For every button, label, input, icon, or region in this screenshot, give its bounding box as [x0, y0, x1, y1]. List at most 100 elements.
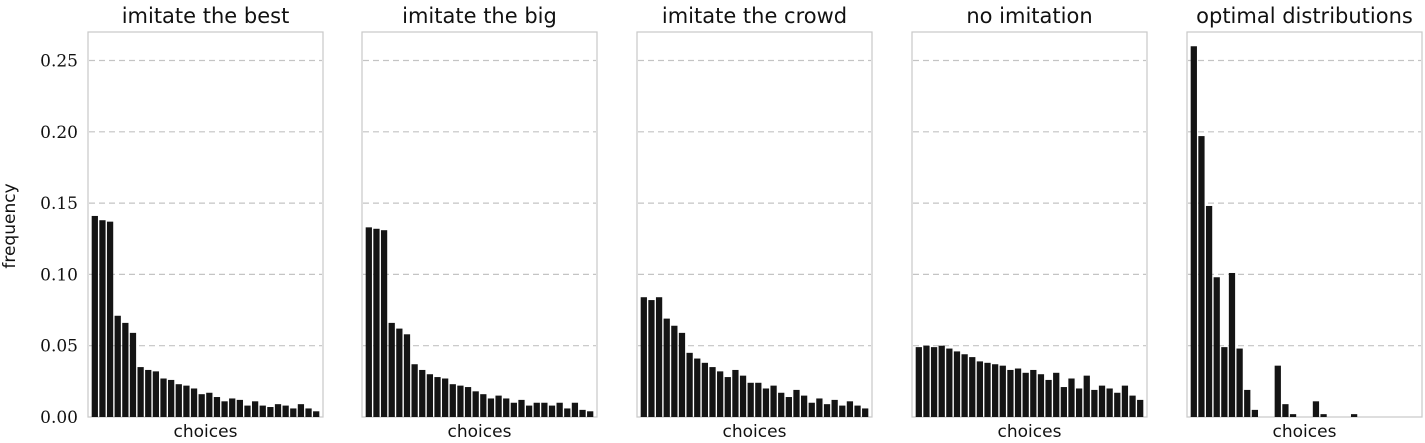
bar [1274, 365, 1281, 417]
bar [380, 230, 388, 417]
chart-panel-5: optimal distributions choices [1186, 4, 1423, 442]
bar [533, 402, 540, 417]
bar [694, 358, 701, 417]
bar [1251, 409, 1259, 417]
y-tick-label: 0.10 [40, 265, 78, 285]
bar [854, 405, 861, 417]
panels: 0.00 0.05 0.10 0.15 0.20 0.25 imitate the best… [40, 4, 1423, 442]
bar [915, 347, 922, 417]
bar [701, 362, 709, 417]
bar [800, 395, 808, 417]
bar [678, 332, 686, 417]
bar [846, 401, 854, 417]
bar [663, 318, 670, 417]
bar [160, 378, 167, 417]
bar [1228, 272, 1236, 417]
bar [793, 389, 800, 417]
chart-panel-2: imitate the big choices [361, 4, 598, 442]
bar [587, 411, 594, 417]
bar [1068, 378, 1075, 417]
bar [1236, 348, 1243, 417]
bar [313, 411, 320, 417]
bar [732, 369, 739, 417]
bar [709, 367, 716, 417]
bar [373, 228, 380, 417]
bar [221, 401, 228, 417]
bar [198, 394, 205, 417]
bar [190, 388, 198, 417]
bar [168, 379, 175, 417]
bar [862, 408, 869, 417]
bar [1244, 389, 1251, 417]
bar [1091, 389, 1098, 417]
bar [365, 227, 372, 417]
bar [747, 382, 754, 417]
bar [785, 397, 792, 417]
bar [938, 345, 945, 417]
bar [961, 354, 968, 417]
bar [1282, 404, 1289, 417]
x-axis-label: choices [723, 422, 787, 442]
bar [1198, 136, 1205, 417]
bar [259, 405, 266, 417]
bar [655, 297, 663, 417]
bar [1037, 374, 1045, 417]
bar [411, 364, 418, 417]
bar [1190, 46, 1197, 418]
bar [419, 369, 426, 417]
bar [579, 409, 586, 417]
bar [1014, 368, 1022, 417]
panel-title: imitate the big [402, 4, 557, 28]
y-axis-label: frequency [0, 183, 20, 268]
bar [839, 405, 846, 417]
bar [1350, 414, 1358, 417]
bar [99, 220, 106, 417]
bar [686, 352, 693, 417]
y-tick-label: 0.00 [40, 408, 78, 428]
bar [183, 385, 190, 417]
bar [1045, 379, 1052, 417]
bar [213, 397, 221, 417]
bar [129, 332, 137, 417]
bar [1114, 392, 1121, 417]
bar [778, 392, 785, 417]
x-axis-label: choices [174, 422, 238, 442]
bar [831, 399, 838, 417]
y-tick-label: 0.15 [40, 194, 78, 214]
bar [992, 364, 999, 417]
bar [396, 328, 403, 417]
bar [541, 402, 548, 417]
bar [762, 388, 770, 417]
bar [426, 374, 434, 417]
bar [457, 385, 464, 417]
bar [1312, 401, 1320, 417]
panel-title: no imitation [966, 4, 1092, 28]
bar [770, 385, 777, 417]
bar [953, 351, 961, 417]
chart-panel-4: no imitation choices [911, 4, 1148, 442]
bar [1121, 385, 1129, 417]
bar [969, 357, 976, 417]
bar [472, 391, 479, 417]
bar [976, 361, 984, 417]
bar [739, 375, 747, 417]
bar [206, 392, 213, 417]
bar [1129, 395, 1136, 417]
bar [1075, 388, 1083, 417]
bar [388, 322, 395, 417]
bar [480, 394, 487, 417]
bar [244, 405, 251, 417]
bar [229, 398, 236, 417]
panel-title: optimal distributions [1196, 4, 1413, 28]
bar [106, 221, 114, 417]
bar [999, 365, 1006, 417]
bar [518, 399, 525, 417]
bar [495, 395, 502, 417]
bar [152, 371, 160, 417]
bar [808, 402, 815, 417]
bar [1205, 205, 1213, 417]
bar [91, 215, 98, 417]
bar [564, 408, 571, 417]
bar [648, 300, 655, 417]
